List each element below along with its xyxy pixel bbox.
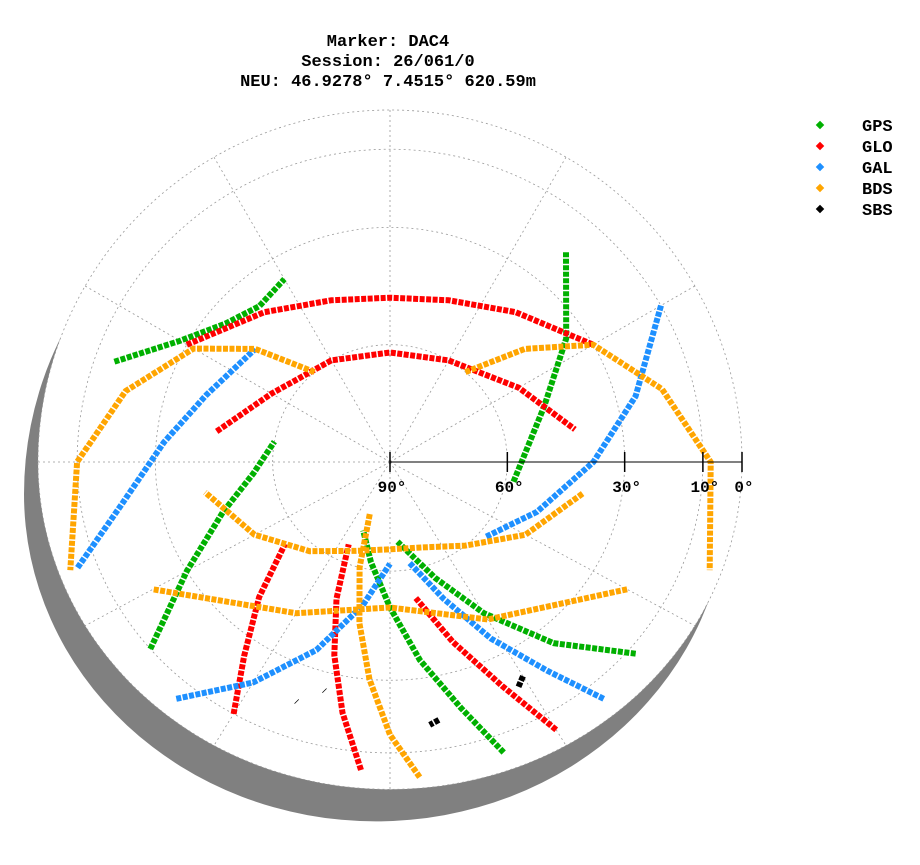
azimuth-line [389,461,567,746]
satellite-track [185,294,595,771]
azimuth-line [389,285,696,463]
azimuth-line [84,285,391,463]
legend-label: BDS [862,181,893,200]
azimuth-line [213,156,391,463]
legend-marker [815,141,825,151]
legend-marker [815,162,825,172]
chart-title: Session: 26/061/0 [301,53,474,72]
legend-label: GLO [862,139,893,158]
legend-label: SBS [862,202,893,221]
satellite-track [113,252,637,755]
legend-marker [815,120,825,130]
y-tick-label: 0° [734,479,753,497]
legend-label: GPS [862,118,893,137]
legend-marker [815,204,825,214]
legend-label: GAL [862,160,893,179]
satellite-track [75,304,664,702]
y-tick-label: 60° [495,479,524,497]
chart-title: Marker: DAC4 [327,33,449,52]
grid-circle [272,344,508,572]
satellite-track [294,675,526,728]
satellite-track [67,341,714,779]
azimuth-line [213,461,391,746]
azimuth-line [389,156,567,463]
y-tick-label: 30° [612,479,641,497]
y-tick-label: 10° [690,479,719,497]
y-tick-label: 90° [378,479,407,497]
legend-marker [815,183,825,193]
chart-title: NEU: 46.9278° 7.4515° 620.59m [240,73,536,92]
